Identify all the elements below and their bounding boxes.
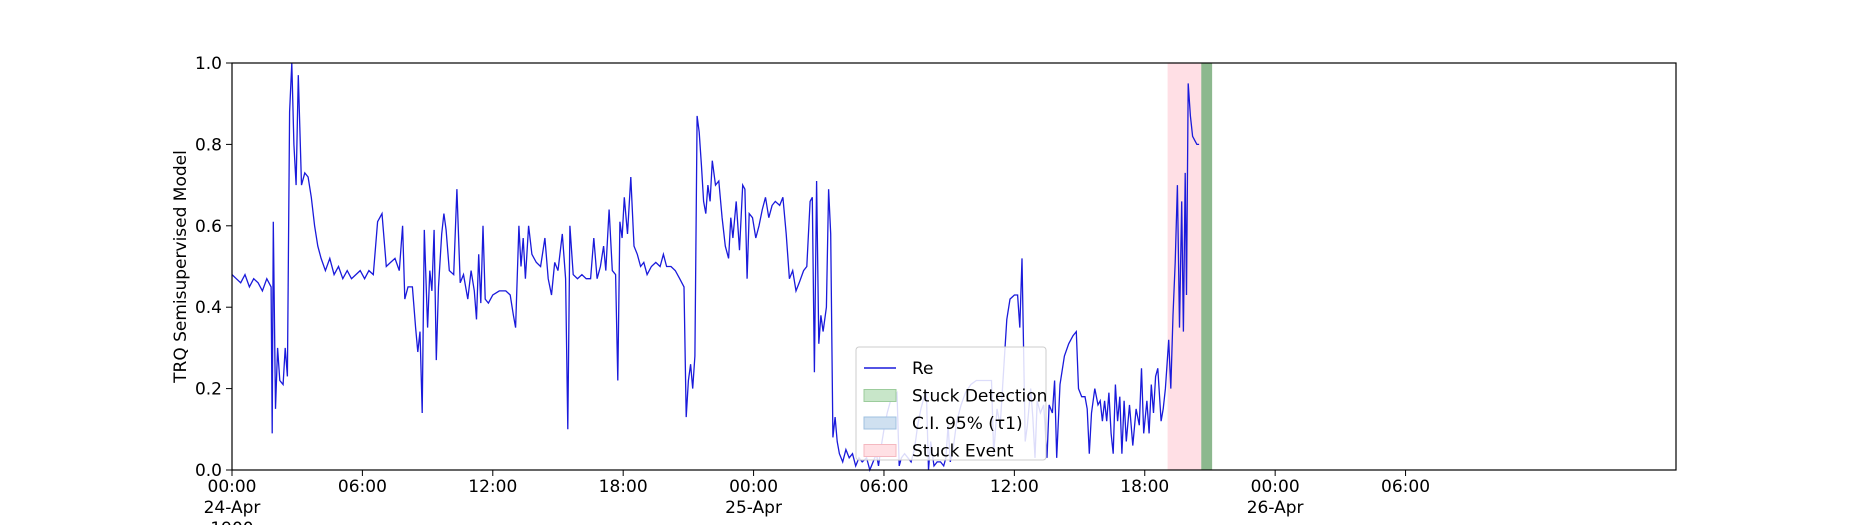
- series-line-re: [231, 62, 1200, 473]
- y-tick-label: 0.4: [195, 298, 222, 318]
- y-tick-label: 0.2: [195, 380, 222, 400]
- legend-label-stuck-event: Stuck Event: [912, 442, 1014, 462]
- x-tick-label-time: 06:00: [859, 477, 908, 497]
- x-tick-label-time: 00:00: [1251, 477, 1300, 497]
- stuck-detection-region: [1201, 63, 1213, 470]
- y-axis-label: TRQ Semisupervised Model: [171, 150, 191, 384]
- legend-frame: [855, 346, 1047, 461]
- legend-swatch-c-i-95-1: [863, 416, 897, 430]
- x-tick-label-time: 00:00: [729, 477, 778, 497]
- x-tick-label-time: 06:00: [338, 477, 387, 497]
- legend-label-stuck-detection: Stuck Detection: [912, 387, 1047, 407]
- x-tick-label-time: 18:00: [599, 477, 648, 497]
- y-tick-label: 0.6: [195, 217, 222, 237]
- shaded-regions: [1167, 63, 1213, 470]
- legend: Re Stuck Detection C.I. 95% (τ1) Stuck Even…: [855, 346, 1047, 462]
- x-tick-label-date: 26-Apr: [1247, 498, 1304, 518]
- legend-swatch-stuck-detection: [863, 389, 897, 402]
- y-tick-label: 0.0: [195, 461, 222, 481]
- legend-label-re: Re: [912, 359, 934, 379]
- x-tick-label-date: 25-Apr: [725, 498, 782, 518]
- x-tick-label-time: 12:00: [468, 477, 517, 497]
- x-tick-label-time: 06:00: [1381, 477, 1430, 497]
- plot-frame: [231, 62, 1677, 471]
- legend-swatch-stuck-event: [863, 444, 897, 457]
- y-tick-label: 0.8: [195, 135, 222, 155]
- x-tick-label-date: 24-Apr: [204, 498, 261, 518]
- legend-label-c-i-95-1: C.I. 95% (τ1): [912, 414, 1023, 434]
- y-axis: 0.0 0.2 0.4 0.6 0.8 1.0: [195, 54, 232, 481]
- x-tick-label-year: 1900: [210, 519, 253, 525]
- x-tick-label-time: 12:00: [990, 477, 1039, 497]
- y-tick-label: 1.0: [195, 54, 222, 74]
- x-tick-label-time: 00:00: [208, 477, 257, 497]
- x-axis: 00:0024-Apr190006:0012:0018:0000:0025-Ap…: [204, 470, 1430, 525]
- x-tick-label-time: 18:00: [1120, 477, 1169, 497]
